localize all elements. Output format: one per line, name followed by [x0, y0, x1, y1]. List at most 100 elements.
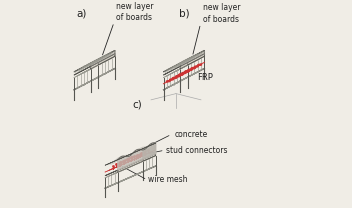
- Polygon shape: [140, 149, 142, 150]
- Polygon shape: [112, 162, 114, 163]
- Polygon shape: [118, 157, 120, 159]
- Polygon shape: [117, 159, 119, 160]
- Polygon shape: [113, 160, 115, 162]
- Polygon shape: [134, 152, 137, 154]
- Polygon shape: [118, 156, 121, 158]
- Polygon shape: [144, 148, 147, 149]
- Polygon shape: [125, 156, 128, 157]
- Polygon shape: [130, 155, 132, 156]
- Polygon shape: [112, 162, 115, 163]
- Polygon shape: [136, 149, 138, 151]
- Polygon shape: [117, 158, 119, 160]
- Polygon shape: [149, 146, 151, 147]
- Polygon shape: [135, 150, 137, 152]
- Text: new layer
of boards: new layer of boards: [116, 2, 154, 22]
- Polygon shape: [118, 154, 156, 172]
- Polygon shape: [137, 150, 140, 151]
- Polygon shape: [123, 157, 125, 158]
- Polygon shape: [144, 147, 146, 148]
- Polygon shape: [132, 152, 134, 155]
- Polygon shape: [120, 156, 122, 157]
- Polygon shape: [125, 155, 128, 156]
- Polygon shape: [113, 162, 115, 163]
- Polygon shape: [129, 155, 132, 157]
- Polygon shape: [145, 148, 147, 149]
- Polygon shape: [115, 161, 117, 163]
- Polygon shape: [115, 159, 118, 161]
- Polygon shape: [133, 153, 136, 155]
- Polygon shape: [109, 164, 112, 165]
- Polygon shape: [137, 148, 140, 149]
- Polygon shape: [118, 158, 120, 159]
- Polygon shape: [115, 159, 117, 161]
- Polygon shape: [118, 157, 121, 158]
- Polygon shape: [121, 155, 124, 156]
- Polygon shape: [115, 160, 117, 161]
- Polygon shape: [180, 51, 205, 66]
- Text: new layer
of boards: new layer of boards: [203, 4, 240, 24]
- Polygon shape: [123, 155, 125, 156]
- Polygon shape: [151, 144, 154, 146]
- Polygon shape: [128, 155, 130, 156]
- Polygon shape: [105, 164, 108, 165]
- Polygon shape: [132, 152, 135, 155]
- Polygon shape: [115, 160, 117, 162]
- Polygon shape: [180, 54, 205, 69]
- Polygon shape: [127, 155, 129, 156]
- Polygon shape: [74, 51, 115, 72]
- Polygon shape: [150, 145, 152, 147]
- Polygon shape: [131, 153, 133, 155]
- Polygon shape: [130, 154, 133, 155]
- Polygon shape: [114, 159, 117, 161]
- Polygon shape: [139, 149, 142, 150]
- Polygon shape: [117, 159, 120, 160]
- Polygon shape: [139, 148, 141, 149]
- Polygon shape: [115, 159, 118, 161]
- Polygon shape: [141, 148, 144, 150]
- Polygon shape: [120, 156, 123, 157]
- Polygon shape: [113, 161, 115, 162]
- Polygon shape: [120, 156, 122, 158]
- Polygon shape: [149, 145, 151, 147]
- Polygon shape: [141, 149, 144, 150]
- Polygon shape: [135, 150, 137, 152]
- Polygon shape: [139, 149, 142, 150]
- Polygon shape: [140, 148, 143, 149]
- Polygon shape: [137, 149, 140, 151]
- Polygon shape: [127, 155, 129, 156]
- Polygon shape: [127, 155, 130, 156]
- Polygon shape: [133, 152, 136, 154]
- Polygon shape: [132, 152, 135, 153]
- Polygon shape: [141, 148, 144, 149]
- Polygon shape: [108, 164, 111, 165]
- Polygon shape: [129, 154, 132, 155]
- Polygon shape: [109, 163, 112, 164]
- Polygon shape: [110, 163, 113, 164]
- Polygon shape: [119, 157, 121, 158]
- Polygon shape: [125, 155, 127, 156]
- Polygon shape: [114, 159, 117, 161]
- Polygon shape: [130, 153, 132, 155]
- Polygon shape: [138, 149, 140, 151]
- Polygon shape: [109, 163, 112, 164]
- Polygon shape: [146, 147, 149, 148]
- Polygon shape: [149, 145, 152, 147]
- Polygon shape: [125, 156, 127, 157]
- Text: a): a): [76, 8, 87, 18]
- Polygon shape: [114, 160, 117, 162]
- Polygon shape: [141, 148, 144, 149]
- Polygon shape: [133, 153, 136, 155]
- Polygon shape: [128, 156, 131, 157]
- Polygon shape: [115, 160, 118, 162]
- Polygon shape: [142, 147, 145, 148]
- Polygon shape: [151, 145, 153, 146]
- Polygon shape: [137, 148, 139, 150]
- Polygon shape: [136, 149, 139, 151]
- Polygon shape: [121, 156, 124, 157]
- Polygon shape: [125, 157, 127, 158]
- Polygon shape: [141, 148, 144, 149]
- Polygon shape: [116, 160, 118, 162]
- Polygon shape: [118, 157, 120, 158]
- Polygon shape: [128, 155, 131, 156]
- Polygon shape: [132, 154, 135, 155]
